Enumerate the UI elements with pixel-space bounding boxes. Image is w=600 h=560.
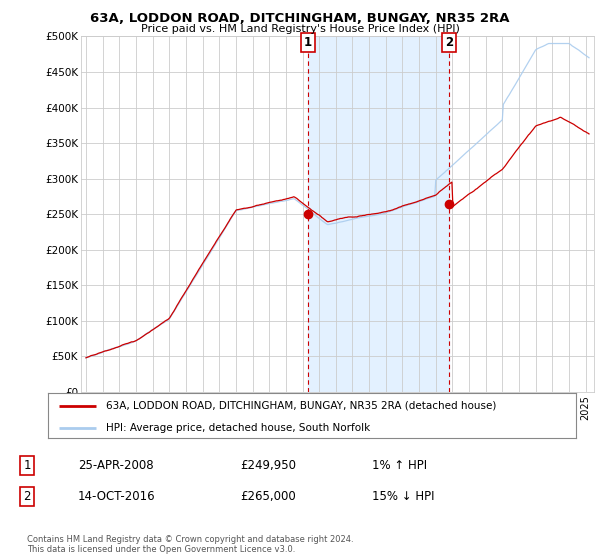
Text: 1% ↑ HPI: 1% ↑ HPI	[372, 459, 427, 473]
Text: 63A, LODDON ROAD, DITCHINGHAM, BUNGAY, NR35 2RA: 63A, LODDON ROAD, DITCHINGHAM, BUNGAY, N…	[90, 12, 510, 25]
Text: Price paid vs. HM Land Registry's House Price Index (HPI): Price paid vs. HM Land Registry's House …	[140, 24, 460, 34]
Text: 14-OCT-2016: 14-OCT-2016	[78, 490, 155, 503]
Text: 63A, LODDON ROAD, DITCHINGHAM, BUNGAY, NR35 2RA (detached house): 63A, LODDON ROAD, DITCHINGHAM, BUNGAY, N…	[106, 400, 496, 410]
Text: 25-APR-2008: 25-APR-2008	[78, 459, 154, 473]
Text: 1: 1	[304, 36, 312, 49]
Text: 15% ↓ HPI: 15% ↓ HPI	[372, 490, 434, 503]
Text: 2: 2	[23, 490, 31, 503]
Text: Contains HM Land Registry data © Crown copyright and database right 2024.
This d: Contains HM Land Registry data © Crown c…	[27, 535, 353, 554]
Text: 1: 1	[23, 459, 31, 473]
Bar	[308, 36, 449, 392]
Text: HPI: Average price, detached house, South Norfolk: HPI: Average price, detached house, Sout…	[106, 423, 370, 433]
Text: 2: 2	[445, 36, 453, 49]
Text: £249,950: £249,950	[240, 459, 296, 473]
Text: £265,000: £265,000	[240, 490, 296, 503]
